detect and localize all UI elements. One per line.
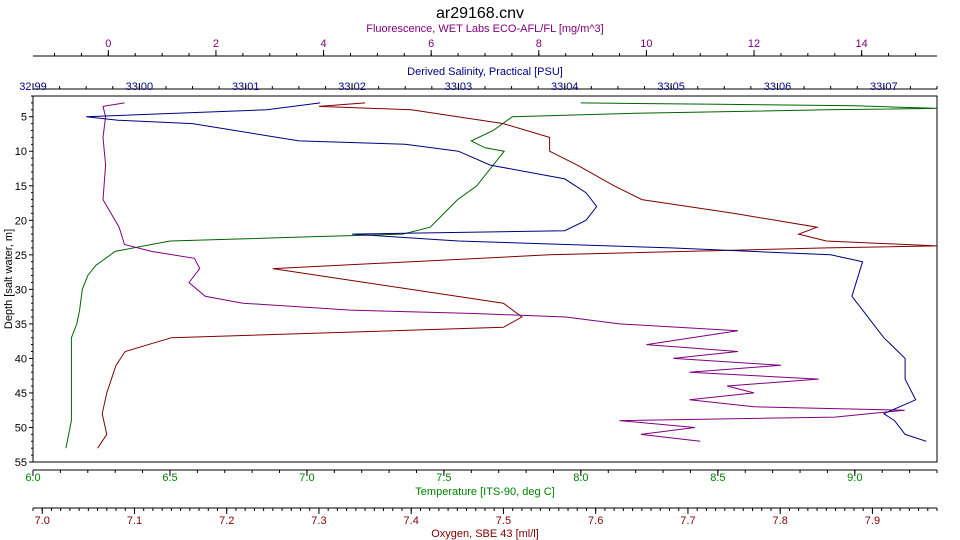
series-line-temp [65,102,938,449]
x-axis-title-oxy: Oxygen, SBE 43 [ml/l] [431,528,539,540]
x-tick-label-temp: 6.0 [25,472,40,484]
x-tick-label-fluor: 8 [536,38,542,50]
x-tick-label-sal: 32.99 [19,81,47,93]
y-tick-label: 25 [15,250,27,262]
axes-layer: 5 10 15 20 25 30 35 40 45 50 55 0 2 4 6 8 10 12 14 Fluoresc… [15,23,938,540]
x-tick-label-oxy: 7.2 [219,515,234,527]
chart-title: ar29168.cnv [436,5,524,22]
y-tick-label: 15 [15,181,27,193]
y-axis-label: Depth [salt water, m] [3,229,15,329]
series-line-oxy [97,102,938,449]
y-tick-label: 35 [15,319,27,331]
x-tick-label-temp: 8.0 [573,472,588,484]
x-tick-label-fluor: 4 [321,38,327,50]
x-tick-label-sal: 33.05 [657,81,685,93]
x-tick-label-sal: 33.07 [870,81,898,93]
x-tick-label-fluor: 6 [428,38,434,50]
x-tick-label-oxy: 7.0 [35,515,50,527]
y-tick-label: 20 [15,215,27,227]
x-tick-label-fluor: 10 [640,38,652,50]
x-tick-label-sal: 33.00 [126,81,154,93]
x-tick-label-temp: 9.0 [847,472,862,484]
y-tick-label: 10 [15,146,27,158]
x-tick-label-oxy: 7.1 [127,515,142,527]
x-tick-label-oxy: 7.3 [311,515,326,527]
series-line-fluor [102,102,905,442]
x-tick-label-fluor: 2 [213,38,219,50]
x-tick-label-oxy: 7.4 [404,515,419,527]
x-tick-label-oxy: 7.5 [496,515,511,527]
y-tick-label: 45 [15,388,27,400]
x-tick-label-sal: 33.01 [232,81,260,93]
x-tick-label-temp: 8.5 [710,472,725,484]
x-tick-label-temp: 7.0 [299,472,314,484]
x-tick-label-oxy: 7.6 [588,515,603,527]
x-tick-label-temp: 6.5 [162,472,177,484]
y-tick-label: 30 [15,284,27,296]
x-tick-label-temp: 7.5 [436,472,451,484]
x-tick-label-fluor: 12 [748,38,760,50]
x-tick-label-sal: 33.04 [551,81,579,93]
x-tick-label-sal: 33.06 [764,81,792,93]
x-tick-label-oxy: 7.9 [865,515,880,527]
y-tick-label: 40 [15,353,27,365]
x-axis-title-temp: Temperature [ITS-90, deg C] [415,486,554,498]
x-tick-label-oxy: 7.7 [680,515,695,527]
plot-area [32,95,938,463]
x-tick-label-sal: 33.02 [338,81,366,93]
x-tick-label-oxy: 7.8 [773,515,788,527]
y-tick-label: 55 [15,457,27,469]
x-tick-label-fluor: 0 [105,38,111,50]
x-tick-label-fluor: 14 [856,38,868,50]
x-axis-title-sal: Derived Salinity, Practical [PSU] [407,66,563,78]
series-line-sal [86,102,927,442]
y-tick-label: 5 [21,112,27,124]
series-layer [65,102,938,449]
x-axis-title-fluor: Fluorescence, WET Labs ECO-AFL/FL [mg/m^… [366,23,603,35]
x-tick-label-sal: 33.03 [445,81,473,93]
y-tick-label: 50 [15,422,27,434]
